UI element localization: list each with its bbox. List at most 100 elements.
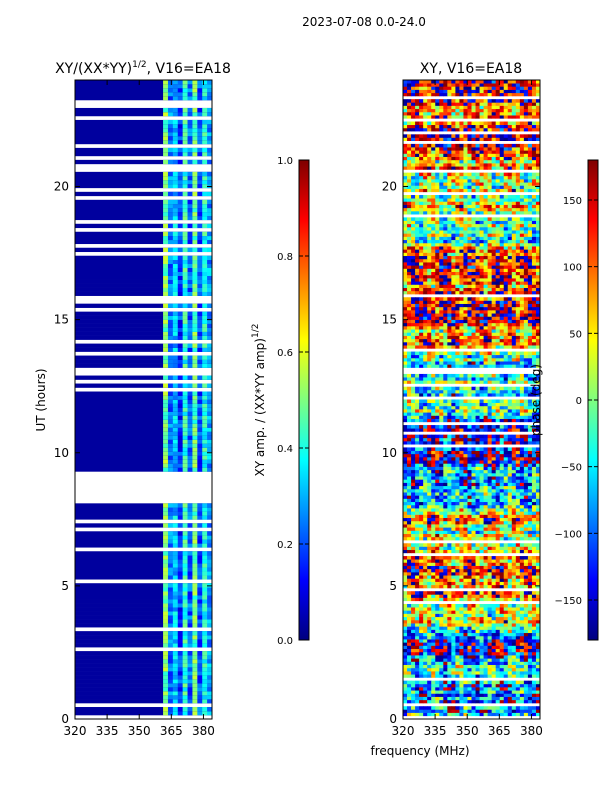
right-heatmap-cell — [419, 696, 424, 701]
right-heatmap-cell — [503, 508, 509, 512]
left-heatmap-cell — [207, 671, 212, 676]
right-heatmap-cell — [503, 466, 509, 471]
left-heatmap-cell — [187, 303, 193, 308]
right-heatmap-cell — [531, 667, 537, 672]
right-heatmap-cell — [403, 594, 408, 598]
right-heatmap-cell — [439, 498, 444, 503]
left-heatmap-cell — [172, 655, 179, 660]
left-heatmap-cell — [172, 359, 179, 364]
right-heatmap-cell — [535, 642, 540, 646]
right-heatmap-cell — [435, 706, 440, 710]
left-heatmap-cell — [202, 111, 208, 117]
right-heatmap-cell — [407, 603, 412, 608]
right-heatmap-cell — [527, 441, 533, 445]
left-heatmap-cell — [182, 591, 188, 596]
y-tick-label: 15 — [54, 313, 69, 327]
right-heatmap-cell — [495, 632, 501, 637]
right-heatmap-cell — [491, 338, 497, 343]
right-heatmap-cell — [487, 508, 493, 512]
right-heatmap-cell — [455, 619, 460, 624]
right-heatmap-cell — [407, 341, 412, 346]
right-heatmap-cell — [471, 453, 476, 458]
left-heatmap-cell — [187, 175, 193, 181]
right-heatmap-cell — [531, 524, 537, 528]
right-heatmap-cell — [463, 568, 468, 573]
right-heatmap-cell — [483, 469, 489, 474]
right-heatmap-cell — [491, 530, 497, 534]
right-heatmap-cell — [495, 338, 501, 343]
left-heatmap-cell — [192, 291, 198, 296]
right-heatmap-cell — [503, 674, 509, 678]
right-heatmap-cell — [467, 530, 472, 534]
right-heatmap-cell — [479, 341, 484, 346]
left-heatmap-cell — [192, 87, 198, 93]
right-heatmap-cell — [491, 492, 497, 496]
left-heatmap-cell — [202, 503, 208, 508]
right-heatmap-cell — [499, 610, 505, 614]
left-heatmap-cell — [192, 427, 198, 432]
right-heatmap-cell — [451, 341, 456, 346]
right-heatmap-cell — [519, 565, 525, 570]
right-heatmap-cell — [499, 524, 505, 528]
right-heatmap-cell — [535, 687, 540, 691]
right-heatmap-cell — [519, 530, 525, 534]
right-heatmap-cell — [463, 635, 468, 640]
left-heatmap-cell — [177, 323, 184, 328]
right-heatmap-cell — [507, 559, 513, 563]
right-heatmap-cell — [423, 335, 428, 340]
left-heatmap-cell — [202, 539, 208, 544]
left-heatmap-cell — [182, 467, 188, 472]
right-heatmap-cell — [459, 354, 464, 359]
right-heatmap-cell — [491, 393, 497, 397]
left-heatmap-cell — [202, 147, 208, 153]
right-heatmap-cell — [463, 693, 468, 697]
right-heatmap-cell — [463, 450, 468, 455]
right-heatmap-cell — [467, 533, 472, 538]
right-heatmap-cell — [447, 591, 452, 595]
right-heatmap-cell — [507, 453, 513, 458]
right-heatmap-cell — [439, 619, 444, 624]
right-heatmap-cell — [407, 639, 412, 643]
left-heatmap-cell — [207, 683, 212, 688]
right-heatmap-cell — [491, 635, 497, 640]
right-heatmap-cell — [419, 341, 424, 346]
right-heatmap-cell — [435, 674, 440, 678]
right-heatmap-cell — [463, 556, 468, 560]
right-heatmap-cell — [511, 476, 517, 480]
right-heatmap-cell — [471, 351, 476, 356]
right-heatmap-cell — [427, 696, 432, 701]
right-heatmap-cell — [459, 584, 464, 589]
right-heatmap-cell — [463, 389, 468, 394]
right-heatmap-cell — [451, 428, 456, 432]
right-heatmap-cell — [527, 437, 533, 442]
right-heatmap-cell — [523, 380, 529, 384]
left-heatmap-cell — [207, 147, 212, 153]
right-heatmap-cell — [419, 412, 424, 416]
right-heatmap-cell — [503, 495, 509, 499]
right-heatmap-cell — [467, 623, 472, 627]
right-heatmap-cell — [467, 594, 472, 598]
right-heatmap-cell — [503, 428, 509, 432]
right-heatmap-cell — [467, 712, 472, 717]
right-heatmap-cell — [527, 412, 533, 416]
right-heatmap-cell — [407, 597, 412, 602]
right-heatmap-cell — [535, 428, 540, 432]
right-heatmap-cell — [419, 706, 424, 710]
left-heatmap-cell — [182, 235, 188, 241]
right-heatmap-cell — [439, 354, 444, 359]
right-heatmap-cell — [439, 568, 444, 573]
right-heatmap-cell — [471, 472, 476, 477]
left-heatmap-cell — [167, 207, 174, 213]
right-heatmap-cell — [435, 386, 440, 391]
right-heatmap-cell — [535, 591, 540, 595]
left-heatmap-cell — [177, 403, 184, 408]
right-heatmap-cell — [515, 393, 521, 397]
right-heatmap-cell — [455, 345, 460, 349]
left-heatmap-row — [75, 615, 212, 620]
left-heatmap-cell — [163, 203, 169, 209]
left-heatmap-row — [75, 663, 212, 668]
right-heatmap-cell — [535, 536, 540, 541]
right-heatmap-cell — [479, 680, 484, 685]
left-heatmap-cell — [202, 571, 208, 576]
left-heatmap-cell — [192, 443, 198, 448]
